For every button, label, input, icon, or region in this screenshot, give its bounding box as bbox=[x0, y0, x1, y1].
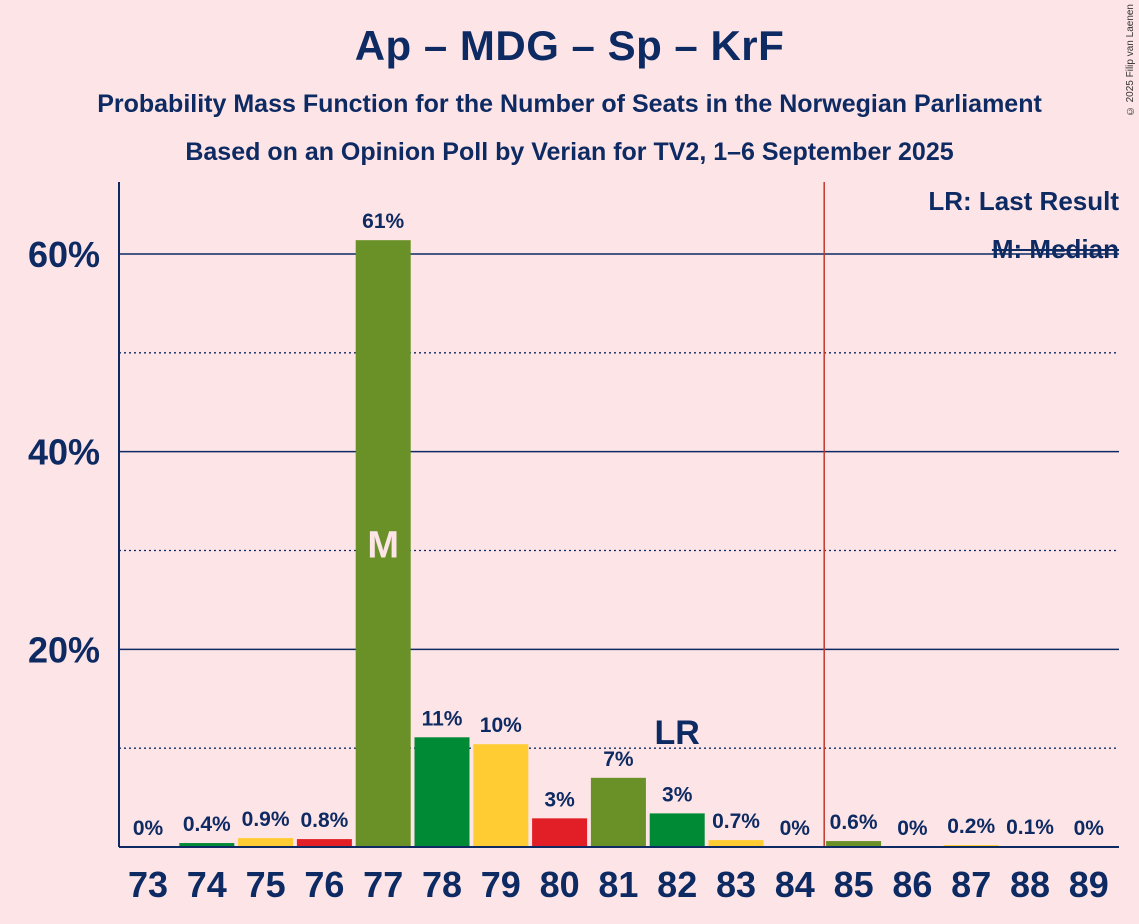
bar-value-label: 0% bbox=[1074, 817, 1105, 840]
x-tick-label: 81 bbox=[598, 864, 638, 905]
bar-value-label: 61% bbox=[362, 210, 404, 233]
bar-value-label: 0% bbox=[133, 817, 164, 840]
bar-83 bbox=[708, 840, 764, 847]
y-tick-label: 60% bbox=[28, 234, 100, 275]
bar-value-label: 7% bbox=[603, 748, 634, 771]
bar-value-label: 0.7% bbox=[712, 810, 760, 833]
bar-value-label: 0.1% bbox=[1006, 816, 1054, 839]
x-tick-label: 82 bbox=[657, 864, 697, 905]
last-result-marker: LR bbox=[655, 714, 700, 752]
bar-value-label: 0.9% bbox=[242, 808, 290, 831]
legend-last-result: LR: Last Result bbox=[928, 186, 1119, 216]
bar-80 bbox=[532, 818, 588, 847]
x-tick-label: 78 bbox=[422, 864, 462, 905]
bar-value-label: 0.2% bbox=[947, 815, 995, 838]
bar-value-label: 0% bbox=[780, 817, 811, 840]
bar-81 bbox=[590, 777, 646, 847]
bar-79 bbox=[473, 744, 529, 847]
x-tick-label: 79 bbox=[481, 864, 521, 905]
x-tick-label: 74 bbox=[187, 864, 227, 905]
median-marker: M bbox=[367, 525, 399, 567]
x-tick-label: 86 bbox=[892, 864, 932, 905]
bar-85 bbox=[826, 841, 882, 847]
x-tick-label: 88 bbox=[1010, 864, 1050, 905]
bar-78 bbox=[414, 737, 470, 847]
bar-74 bbox=[179, 843, 235, 847]
x-tick-label: 83 bbox=[716, 864, 756, 905]
chart-title: Ap – MDG – Sp – KrF bbox=[354, 22, 785, 69]
x-tick-label: 75 bbox=[246, 864, 286, 905]
x-tick-label: 87 bbox=[951, 864, 991, 905]
bar-value-label: 3% bbox=[544, 788, 575, 811]
x-tick-label: 80 bbox=[540, 864, 580, 905]
bar-value-label: 0.6% bbox=[830, 811, 878, 834]
bar-value-label: 0% bbox=[897, 817, 928, 840]
legend-median: M: Median bbox=[991, 234, 1119, 264]
bar-value-label: 11% bbox=[422, 707, 463, 730]
chart-subtitle: Probability Mass Function for the Number… bbox=[97, 90, 1042, 118]
bar-value-label: 3% bbox=[662, 783, 693, 806]
bar-value-label: 0.8% bbox=[300, 809, 348, 832]
bar-82 bbox=[649, 813, 705, 847]
x-tick-label: 73 bbox=[128, 864, 168, 905]
x-tick-label: 76 bbox=[304, 864, 344, 905]
y-tick-label: 20% bbox=[28, 629, 100, 670]
bar-76 bbox=[296, 839, 352, 847]
bar-value-label: 10% bbox=[480, 714, 522, 737]
y-tick-label: 40% bbox=[28, 432, 100, 473]
bar-75 bbox=[238, 838, 294, 847]
bar-77 bbox=[355, 240, 411, 847]
bar-value-label: 0.4% bbox=[183, 813, 231, 836]
chart-source-line: Based on an Opinion Poll by Verian for T… bbox=[185, 138, 954, 166]
x-tick-label: 77 bbox=[363, 864, 403, 905]
x-tick-label: 84 bbox=[775, 864, 815, 905]
x-tick-label: 85 bbox=[834, 864, 874, 905]
x-tick-label: 89 bbox=[1069, 864, 1109, 905]
